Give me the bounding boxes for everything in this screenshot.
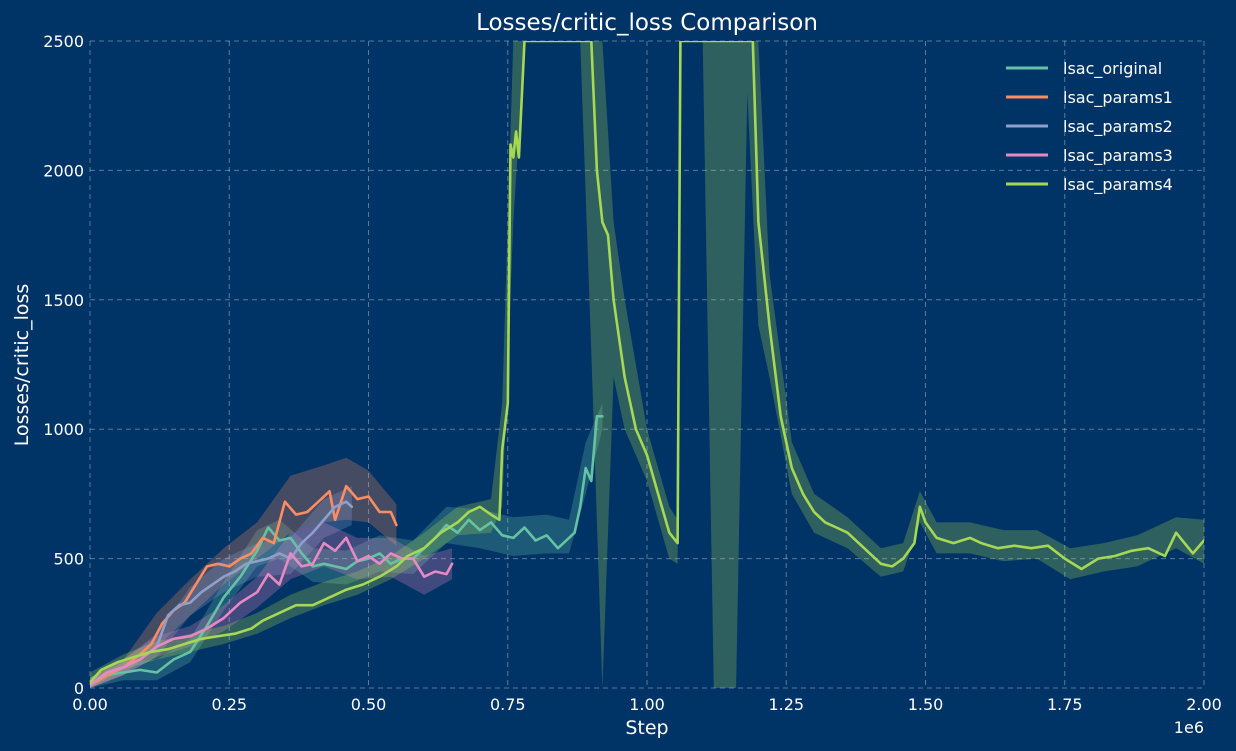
x-tick-label: 0.75: [490, 695, 526, 714]
series-line-lsac_params4: [90, 41, 1204, 685]
x-tick-label: 0.50: [351, 695, 387, 714]
y-tick-label: 500: [53, 550, 84, 569]
legend-label: lsac_params4: [1063, 175, 1173, 195]
x-offset-label: 1e6: [1174, 718, 1204, 737]
y-tick-label: 0: [74, 679, 84, 698]
series-band-lsac_original: [90, 403, 603, 688]
series-lines: [90, 41, 1204, 687]
x-tick-label: 1.75: [1047, 695, 1083, 714]
x-axis-label: Step: [625, 717, 668, 739]
series-band-lsac_params1: [90, 457, 397, 688]
x-tick-label: 1.50: [908, 695, 944, 714]
y-tick-label: 1500: [43, 291, 84, 310]
y-axis-label: Losses/critic_loss: [11, 284, 33, 447]
legend-label: lsac_params3: [1063, 146, 1173, 166]
chart-title: Losses/critic_loss Comparison: [476, 10, 818, 36]
legend-label: lsac_params2: [1063, 117, 1173, 137]
y-tick-label: 1000: [43, 420, 84, 439]
legend-label: lsac_original: [1063, 59, 1162, 79]
x-tick-label: 0.25: [211, 695, 247, 714]
x-tick-label: 0.00: [72, 695, 108, 714]
legend-label: lsac_params1: [1063, 88, 1173, 108]
y-tick-label: 2000: [43, 161, 84, 180]
x-tick-label: 1.25: [768, 695, 804, 714]
series-line-lsac_params1: [90, 484, 398, 687]
series-line-lsac_original: [90, 414, 604, 687]
y-tick-labels: 0 500 1000 1500 2000 2500: [43, 32, 84, 698]
x-tick-labels: 0.00 0.25 0.50 0.75 1.00 1.25 1.50 1.75 2.00: [72, 695, 1222, 714]
x-tick-label: 2.00: [1186, 695, 1222, 714]
series-band-lsac_params4: [90, 41, 1204, 688]
grid: [89, 40, 1205, 689]
y-tick-label: 2500: [43, 32, 84, 51]
legend: lsac_original lsac_params1 lsac_params2lsa…: [1006, 59, 1173, 195]
x-tick-label: 1.00: [629, 695, 665, 714]
